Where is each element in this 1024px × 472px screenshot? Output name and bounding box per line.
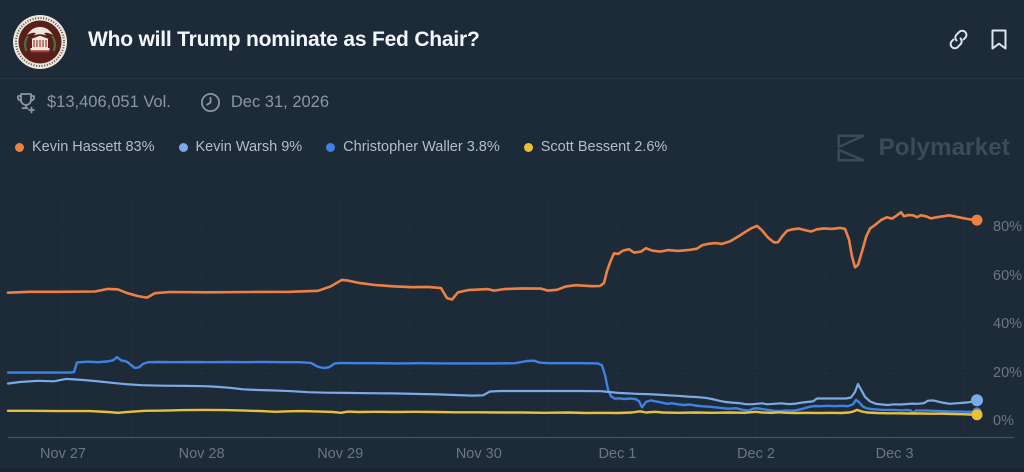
chart-legend: Kevin Hassett 83% Kevin Warsh 9% Christo… [15,139,667,155]
legend-item-kevin-warsh[interactable]: Kevin Warsh 9% [178,139,303,155]
y-tick-label: 80% [993,219,1023,236]
link-icon [949,29,968,50]
legend-dot-orange [15,142,24,152]
series-line-scott-bessent [6,408,979,416]
y-tick-label: 60% [993,267,1023,284]
chart-gridlines [8,196,1014,439]
series-end-dot-kevin-warsh [971,394,983,407]
legend-label: Scott Bessent 2.6% [540,139,668,155]
x-tick-label: Dec 2 [737,446,775,462]
trophy-rewards-icon [16,93,36,114]
x-tick-label: Nov 29 [317,446,364,462]
x-tick-label: Nov 30 [455,446,502,462]
bookmark-icon [991,29,1007,50]
legend-label: Kevin Hassett 83% [32,139,155,155]
x-tick-label: Dec 1 [598,446,637,462]
y-tick-label: 20% [993,364,1023,381]
series-line-christopher-waller [6,355,979,415]
polymarket-logo-icon [837,134,865,162]
legend-label: Kevin Warsh 9% [195,139,303,155]
series-end-dot-scott-bessent [971,409,983,421]
bookmark-button[interactable] [990,28,1008,51]
polymarket-wordmark: Polymarket [878,134,1010,161]
volume-text: $13,406,051 Vol. [47,93,171,111]
y-tick-label: 40% [993,316,1023,333]
legend-item-scott-bessent[interactable]: Scott Bessent 2.6% [523,139,668,155]
x-tick-label: Nov 27 [40,446,86,462]
legend-dot-blue [326,142,336,152]
series-end-dot-kevin-hassett [971,214,983,226]
bottom-edge [0,468,1024,472]
series-line-kevin-hassett [6,210,979,301]
series-line-kevin-warsh [6,377,979,407]
legend-item-kevin-hassett[interactable]: Kevin Hassett 83% [15,139,155,155]
market-title: Who will Trump nominate as Fed Chair? [88,28,480,51]
polymarket-watermark: Polymarket [833,131,1010,165]
header-actions [947,28,1008,51]
end-date-text: Dec 31, 2026 [230,93,330,111]
y-tick-label: 0% [993,413,1014,429]
fed-seal-logo [13,15,67,69]
legend-label: Christopher Waller 3.8% [343,139,500,155]
x-tick-label: Dec 3 [875,446,914,462]
header-divider [0,78,1024,79]
copy-link-button[interactable] [947,28,970,51]
x-tick-label: Nov 28 [178,446,225,462]
legend-dot-yellow [523,142,533,152]
market-stats: $13,406,051 Vol. Dec 31, 2026 [14,90,329,115]
legend-item-christopher-waller[interactable]: Christopher Waller 3.8% [326,139,500,155]
clock-icon [200,92,220,113]
legend-dot-light-blue [178,142,188,152]
